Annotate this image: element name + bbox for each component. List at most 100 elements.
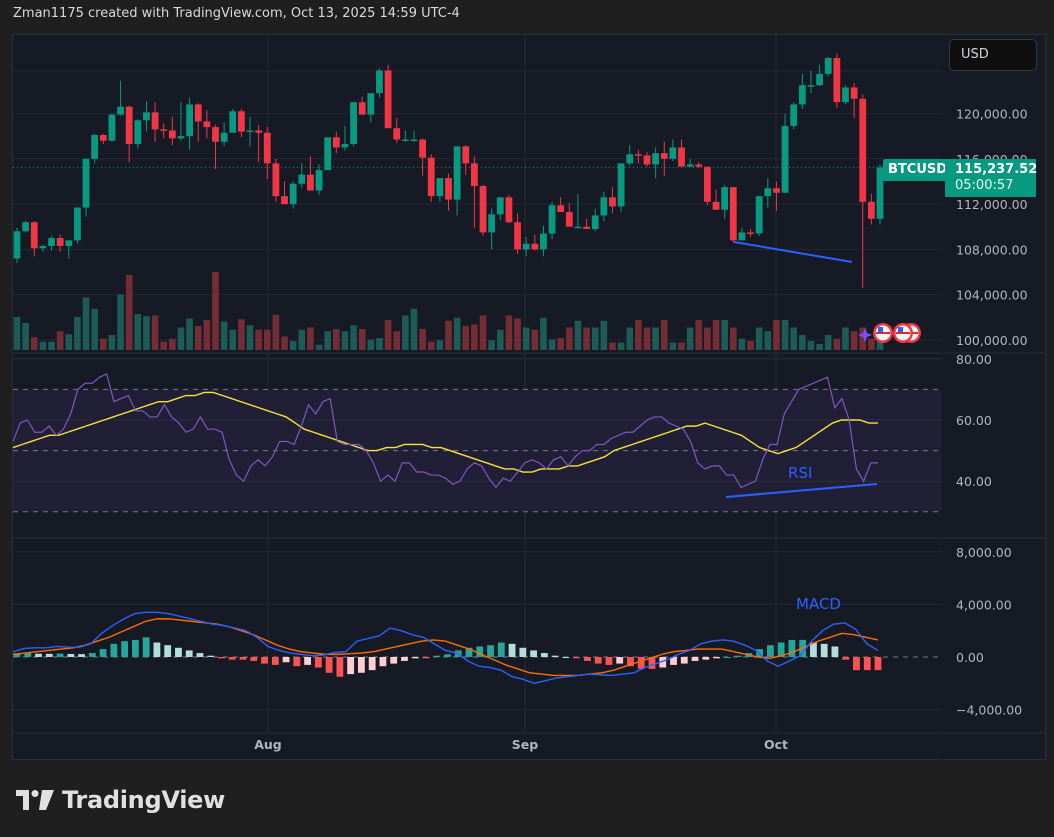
candle-body bbox=[229, 111, 237, 133]
macd-histogram-bar bbox=[723, 657, 731, 658]
rsi-annotation-label: RSI bbox=[788, 464, 813, 482]
macd-axis-tick: 8,000.00 bbox=[956, 545, 1012, 560]
candle-body bbox=[522, 243, 530, 250]
volume-bar bbox=[652, 327, 659, 350]
volume-bar bbox=[850, 331, 858, 350]
macd-histogram-bar bbox=[648, 657, 656, 669]
volume-bar bbox=[824, 335, 832, 350]
macd-histogram-bar bbox=[680, 657, 688, 664]
macd-histogram-bar bbox=[594, 657, 602, 664]
macd-histogram-bar bbox=[551, 655, 559, 657]
candle-body bbox=[281, 196, 288, 205]
volume-bar bbox=[367, 339, 375, 350]
candle-body bbox=[773, 188, 780, 193]
volume-bar bbox=[13, 317, 21, 350]
candle-body bbox=[220, 132, 228, 142]
volume-bar bbox=[186, 318, 193, 350]
volume-bar bbox=[859, 327, 867, 350]
candle-body bbox=[393, 128, 401, 140]
macd-histogram-bar bbox=[584, 657, 591, 661]
candle-body bbox=[401, 139, 409, 142]
volume-bar bbox=[522, 327, 530, 350]
candle-body bbox=[747, 232, 754, 234]
macd-histogram-bar bbox=[88, 653, 96, 657]
macd-histogram-bar bbox=[616, 657, 624, 664]
volume-bar bbox=[609, 342, 616, 350]
tradingview-branding: TradingView bbox=[16, 786, 225, 814]
candle-body bbox=[117, 106, 124, 115]
candle-body bbox=[496, 197, 504, 215]
candle-body bbox=[91, 135, 99, 159]
macd-histogram-bar bbox=[67, 653, 75, 657]
macd-histogram-bar bbox=[293, 657, 301, 667]
candle-body bbox=[824, 58, 832, 74]
candle-body bbox=[367, 93, 375, 115]
candle-body bbox=[65, 240, 73, 247]
candle-body bbox=[565, 212, 573, 227]
macd-histogram-bar bbox=[131, 639, 139, 657]
macd-histogram-bar bbox=[465, 647, 473, 657]
price-divergence-trendline bbox=[733, 241, 853, 263]
macd-histogram-bar bbox=[519, 647, 527, 657]
macd-histogram-bar bbox=[627, 657, 634, 667]
candle-body bbox=[39, 246, 47, 249]
currency-selector[interactable]: USD bbox=[949, 39, 1037, 71]
macd-histogram-bar bbox=[874, 657, 882, 671]
volume-bar bbox=[384, 320, 392, 350]
macd-histogram-bar bbox=[411, 657, 419, 659]
volume-bar bbox=[695, 320, 703, 350]
volume-bar bbox=[65, 334, 73, 350]
volume-bar bbox=[755, 327, 763, 350]
volume-bar bbox=[583, 327, 590, 350]
volume-bar bbox=[358, 329, 366, 350]
macd-histogram-bar bbox=[110, 643, 118, 657]
sparkle-icon bbox=[858, 328, 872, 342]
volume-bar bbox=[263, 329, 271, 350]
volume-bar bbox=[747, 341, 754, 350]
volume-bar bbox=[574, 320, 582, 350]
macd-histogram-bar bbox=[99, 649, 107, 657]
candle-body bbox=[134, 120, 142, 145]
macd-histogram-bar bbox=[142, 637, 150, 657]
macd-histogram-bar bbox=[379, 657, 387, 667]
macd-histogram-bar bbox=[863, 657, 871, 671]
volume-bar bbox=[807, 341, 815, 350]
candle-body bbox=[816, 73, 823, 86]
us-flag-icon bbox=[896, 332, 910, 334]
macd-histogram-bar bbox=[691, 657, 699, 661]
volume-bar bbox=[272, 314, 280, 350]
us-flag-icon bbox=[898, 327, 903, 332]
volume-bar bbox=[169, 338, 176, 350]
candle-body bbox=[669, 147, 677, 159]
volume-bar bbox=[410, 308, 418, 350]
candle-body bbox=[686, 164, 694, 167]
volume-bar bbox=[194, 326, 202, 350]
volume-bar bbox=[445, 320, 452, 350]
candle-body bbox=[298, 174, 306, 184]
volume-bar bbox=[799, 335, 806, 350]
rsi-divergence-trendline bbox=[725, 483, 878, 498]
volume-bar bbox=[177, 327, 185, 350]
volume-bar bbox=[151, 315, 159, 350]
macd-histogram-bar bbox=[497, 642, 505, 657]
candle-body bbox=[591, 215, 599, 230]
macd-histogram-bar bbox=[368, 657, 376, 671]
rsi-ma-line bbox=[12, 391, 878, 473]
brand-name: TradingView bbox=[62, 786, 225, 814]
volume-bar bbox=[315, 344, 323, 350]
macd-histogram-bar bbox=[347, 657, 355, 675]
price-axis-tick: 104,000.00 bbox=[956, 288, 1028, 303]
macd-histogram-bar bbox=[842, 657, 850, 660]
macd-histogram-bar bbox=[56, 653, 64, 657]
volume-bar bbox=[341, 331, 349, 350]
macd-histogram-bar bbox=[271, 657, 279, 665]
macd-histogram-bar bbox=[508, 643, 516, 657]
candle-body bbox=[315, 170, 323, 191]
candle-body bbox=[876, 167, 884, 219]
volume-bar bbox=[868, 338, 875, 350]
candle-body bbox=[842, 87, 849, 103]
candle-body bbox=[445, 178, 452, 200]
time-axis-tick: Sep bbox=[512, 737, 538, 752]
bar-countdown: 05:00:57 bbox=[955, 178, 1014, 193]
